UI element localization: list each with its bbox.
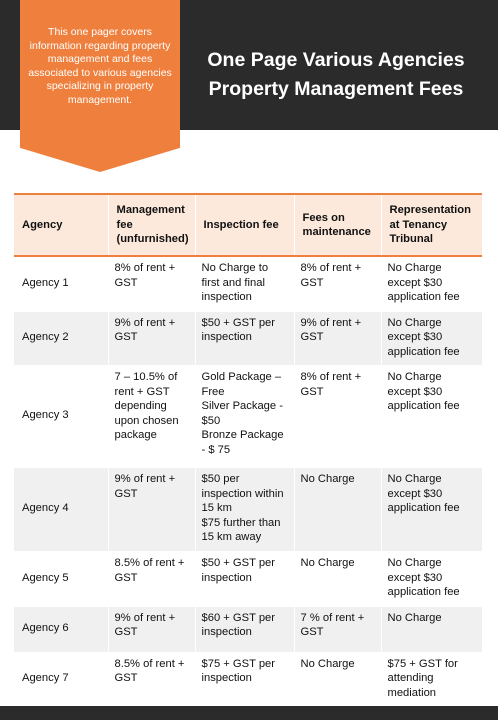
- column-header-maintenance-fees: Fees on maintenance: [293, 193, 381, 257]
- cell-management-fee: 9% of rent + GST: [107, 311, 195, 366]
- cell-inspection-fee: No Charge to first and final inspection: [194, 256, 294, 312]
- cell-maintenance-fees: No Charge: [293, 652, 381, 707]
- column-header-management-fee: Management fee (unfurnished): [107, 193, 195, 257]
- cell-management-fee: 7 – 10.5% of rent + GST depending upon c…: [107, 365, 195, 468]
- table-row: Agency 5 8.5% of rent + GST $50 + GST per …: [14, 551, 482, 607]
- cell-agency: Agency 4: [14, 467, 108, 552]
- cell-management-fee: 8% of rent + GST: [107, 256, 195, 312]
- cell-maintenance-fees: 8% of rent + GST: [293, 365, 381, 468]
- cell-inspection-fee: $50 + GST per inspection: [194, 311, 294, 366]
- cell-management-fee: 9% of rent + GST: [107, 467, 195, 552]
- column-header-inspection-fee: Inspection fee: [194, 193, 294, 257]
- cell-agency: Agency 5: [14, 551, 108, 607]
- cell-maintenance-fees: 8% of rent + GST: [293, 256, 381, 312]
- callout-banner: [20, 0, 180, 172]
- callout-text: This one pager covers information regard…: [28, 26, 172, 106]
- cell-inspection-fee: Gold Package – Free Silver Package - $50 B…: [194, 365, 294, 468]
- cell-maintenance-fees: No Charge: [293, 551, 381, 607]
- cell-inspection-fee: $75 + GST per inspection: [194, 652, 294, 707]
- footer-band: [0, 706, 498, 720]
- cell-representation: No Charge except $30 application fee: [380, 365, 482, 468]
- cell-representation: No Charge except $30 application fee: [380, 256, 482, 312]
- cell-agency: Agency 1: [14, 256, 108, 312]
- table-row: Agency 1 8% of rent + GST No Charge to fir…: [14, 256, 482, 312]
- column-header-agency: Agency: [14, 193, 108, 257]
- cell-representation: No Charge: [380, 606, 482, 653]
- column-header-representation: Representation at Tenancy Tribunal: [380, 193, 482, 257]
- cell-maintenance-fees: 7 % of rent + GST: [293, 606, 381, 653]
- fees-table: Agency Management fee (unfurnished) Insp…: [14, 193, 482, 707]
- table-row: Agency 4 9% of rent + GST $50 per inspecti…: [14, 467, 482, 552]
- cell-maintenance-fees: 9% of rent + GST: [293, 311, 381, 366]
- cell-management-fee: 9% of rent + GST: [107, 606, 195, 653]
- cell-inspection-fee: $50 per inspection within 15 km $75 furth…: [194, 467, 294, 552]
- table-row: Agency 6 9% of rent + GST $60 + GST per in…: [14, 606, 482, 653]
- cell-agency: Agency 7: [14, 652, 108, 707]
- cell-inspection-fee: $50 + GST per inspection: [194, 551, 294, 607]
- table-header-row: Agency Management fee (unfurnished) Insp…: [14, 193, 482, 257]
- page-title: One Page Various Agencies Property Manag…: [207, 49, 465, 100]
- cell-maintenance-fees: No Charge: [293, 467, 381, 552]
- cell-representation: $75 + GST for attending mediation: [380, 652, 482, 707]
- cell-representation: No Charge except $30 application fee: [380, 311, 482, 366]
- cell-management-fee: 8.5% of rent + GST: [107, 652, 195, 707]
- cell-agency: Agency 6: [14, 606, 108, 653]
- cell-agency: Agency 3: [14, 365, 108, 468]
- cell-agency: Agency 2: [14, 311, 108, 366]
- cell-inspection-fee: $60 + GST per inspection: [194, 606, 294, 653]
- cell-representation: No Charge except $30 application fee: [380, 551, 482, 607]
- table-body: Agency 1 8% of rent + GST No Charge to fir…: [14, 256, 482, 707]
- cell-management-fee: 8.5% of rent + GST: [107, 551, 195, 607]
- table-row: Agency 2 9% of rent + GST $50 + GST per in…: [14, 311, 482, 366]
- cell-representation: No Charge except $30 application fee: [380, 467, 482, 552]
- table-row: Agency 7 8.5% of rent + GST $75 + GST per …: [14, 652, 482, 707]
